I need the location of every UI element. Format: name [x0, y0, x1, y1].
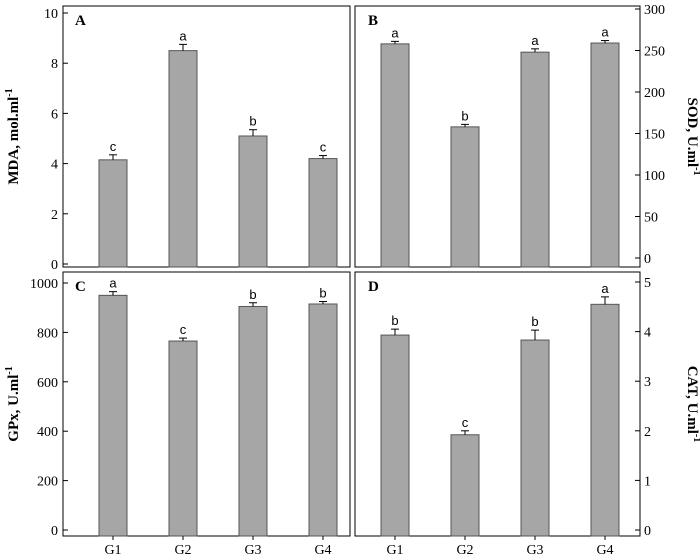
y-tick-label: 3: [644, 375, 651, 390]
panel-d: D 0 1 2 3 4 5 CAT, U.ml-1 b c b a G1 G2 G3 G4: [354, 271, 700, 558]
y-tick-label: 0: [644, 524, 651, 539]
panel-b: B 0 50 100 150 200 250 300 SOD, U.ml-1 a b a a: [354, 3, 700, 268]
y-tick-label: 0: [644, 252, 651, 267]
y-tick-label: 400: [37, 425, 58, 440]
x-tick-label: G2: [456, 543, 473, 558]
significance-letter: a: [531, 33, 539, 48]
y-tick-label: 2: [51, 208, 58, 223]
significance-letter: a: [601, 25, 609, 40]
y-tick-label: 600: [37, 376, 58, 391]
bar: [98, 294, 128, 537]
panel-letter: D: [368, 279, 379, 295]
y-tick-label: 200: [644, 86, 665, 101]
bar: [520, 339, 550, 537]
y-axis-label-text: MDA, mol.ml: [6, 97, 22, 185]
significance-letter: c: [462, 415, 469, 430]
panel-letter: A: [75, 13, 86, 29]
y-axis-label: GPx, U.ml-1: [4, 366, 22, 441]
y-tick-label: 800: [37, 326, 58, 341]
y-axis-label-superscript: -1: [4, 366, 15, 374]
significance-letter: a: [179, 28, 187, 43]
x-tick-label: G2: [174, 543, 191, 558]
bar: [168, 340, 198, 537]
significance-letter: b: [531, 314, 538, 329]
y-tick-label: 6: [51, 107, 58, 122]
y-tick-label: 0: [51, 524, 58, 539]
significance-letter: b: [461, 108, 468, 123]
y-axis-label: SOD, U.ml-1: [684, 98, 700, 176]
y-tick-label: 5: [644, 276, 651, 291]
significance-letter: c: [110, 139, 117, 154]
panel-c: C 0 200 400 600 800 1000 GPx, U.ml-1 a c b b G1 G2 G3 G…: [4, 271, 351, 558]
significance-letter: c: [320, 140, 327, 155]
bar: [520, 51, 550, 268]
bar: [308, 303, 338, 537]
bar: [590, 303, 620, 537]
x-tick-label: G3: [526, 543, 543, 558]
bar: [380, 43, 410, 268]
y-tick-label: 200: [37, 475, 58, 490]
panel-letter: B: [368, 13, 378, 29]
panel-frame: [62, 5, 351, 268]
panel-a: A 0 2 4 6 8 10 MDA, mol.ml-1 c a b c: [4, 5, 351, 273]
panel-letter: C: [75, 279, 86, 295]
y-tick-label: 100: [644, 169, 665, 184]
x-tick-label: G4: [596, 543, 613, 558]
y-tick-label: 150: [644, 128, 665, 143]
panel-frame: [62, 271, 351, 537]
significance-letter: a: [391, 25, 399, 40]
bar: [590, 42, 620, 268]
y-axis-label-text: GPx, U.ml: [6, 375, 22, 442]
y-axis-label-superscript: -1: [4, 88, 15, 96]
y-tick-label: 50: [644, 211, 658, 226]
y-axis-label: MDA, mol.ml-1: [4, 88, 22, 184]
bar: [380, 334, 410, 537]
y-axis-label: CAT, U.ml-1: [684, 366, 700, 443]
bar: [450, 434, 480, 537]
bar: [238, 135, 268, 268]
bar: [238, 305, 268, 537]
y-axis-label-text: CAT, U.ml: [684, 366, 700, 434]
bar: [308, 158, 338, 268]
significance-letter: b: [249, 287, 256, 302]
bar: [98, 159, 128, 268]
significance-letter: c: [180, 322, 187, 337]
significance-letter: a: [601, 281, 609, 296]
y-tick-label: 4: [51, 158, 58, 173]
x-tick-label: G1: [386, 543, 403, 558]
y-tick-label: 4: [644, 326, 651, 341]
y-axis-label-superscript: -1: [691, 434, 700, 442]
significance-letter: b: [249, 114, 256, 129]
significance-letter: b: [319, 286, 326, 301]
y-tick-label: 10: [44, 7, 58, 22]
y-tick-label: 1: [644, 474, 651, 489]
significance-letter: b: [391, 313, 398, 328]
x-tick-label: G4: [314, 543, 331, 558]
bar: [450, 126, 480, 268]
x-tick-label: G1: [104, 543, 121, 558]
y-axis-label-superscript: -1: [691, 167, 700, 175]
y-tick-label: 8: [51, 57, 58, 72]
panel-frame: [354, 5, 641, 268]
panel-frame: [354, 271, 641, 537]
bar: [168, 50, 198, 268]
y-tick-label: 1000: [30, 277, 58, 292]
y-tick-label: 250: [644, 45, 665, 60]
y-axis-label-text: SOD, U.ml: [684, 98, 700, 168]
significance-letter: a: [109, 276, 117, 291]
x-tick-label: G3: [244, 543, 261, 558]
y-tick-label: 2: [644, 425, 651, 440]
y-tick-label: 0: [51, 258, 58, 273]
y-tick-label: 300: [644, 3, 665, 18]
